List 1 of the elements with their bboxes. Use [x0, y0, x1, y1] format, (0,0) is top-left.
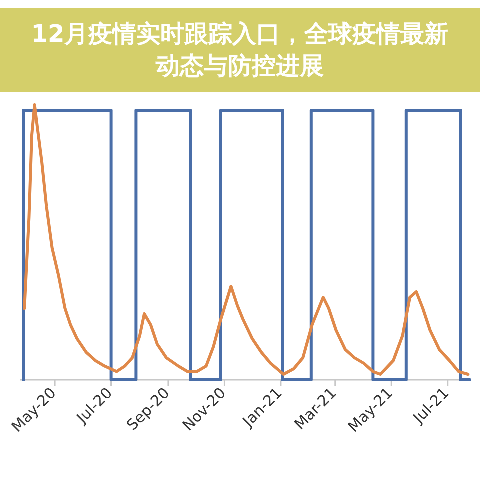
chart-title: 12月疫情实时跟踪入口，全球疫情最新动态与防控进展 [30, 19, 450, 82]
